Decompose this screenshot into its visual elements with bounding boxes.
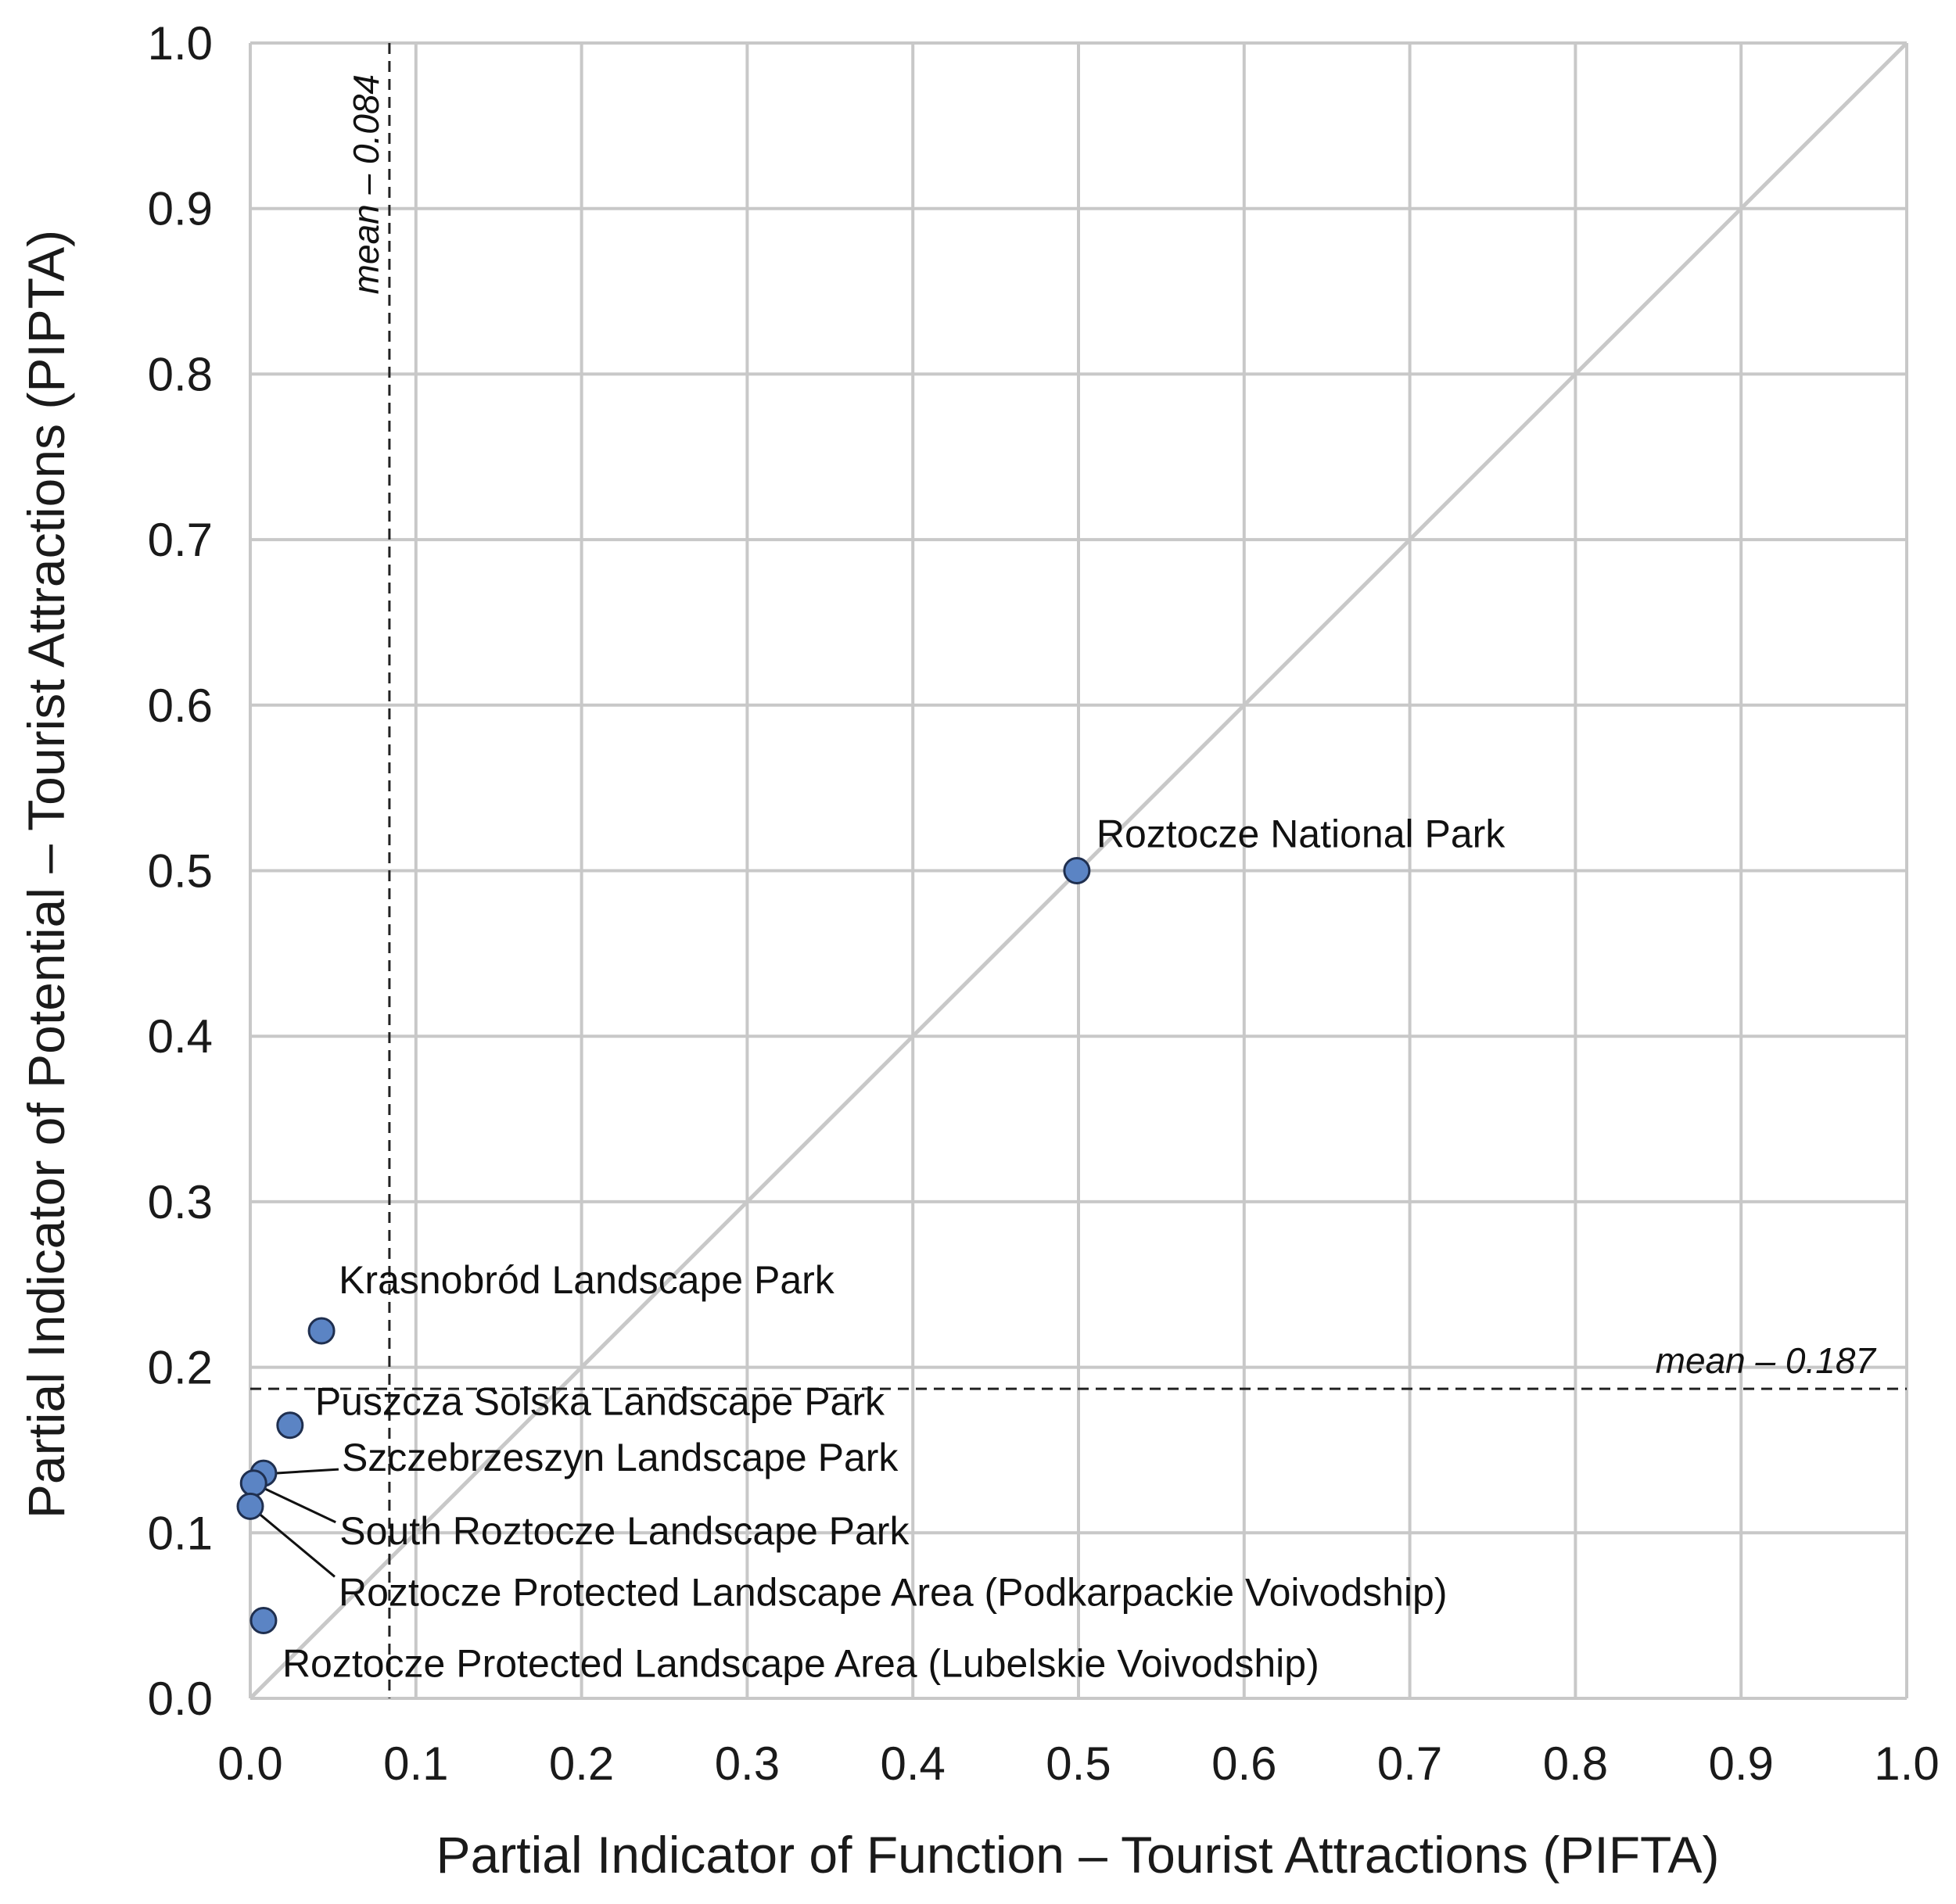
x-tick-label: 0.1 — [383, 1737, 448, 1790]
data-point — [276, 1411, 304, 1440]
leader-lines — [259, 1468, 339, 1578]
y-tick-label: 0.1 — [148, 1507, 213, 1559]
leader-line — [259, 1513, 336, 1578]
x-tick-label: 0.9 — [1708, 1737, 1773, 1790]
x-axis-title: Partial Indicator of Function – Tourist … — [436, 1826, 1720, 1884]
x-tick-label: 0.6 — [1211, 1737, 1276, 1790]
y-tick-label: 0.3 — [148, 1176, 213, 1228]
data-points — [236, 857, 1091, 1635]
y-tick-label: 0.5 — [148, 845, 213, 898]
y-tick-label: 0.0 — [148, 1673, 213, 1725]
x-tick-label: 0.8 — [1543, 1737, 1608, 1790]
point-label: Puszcza Solska Landscape Park — [315, 1380, 885, 1424]
point-labels: Roztocze National Park Krasnobród Landsca… — [282, 812, 1506, 1686]
x-tick-label: 0.3 — [715, 1737, 780, 1790]
point-label: Krasnobród Landscape Park — [339, 1258, 835, 1302]
data-point — [307, 1317, 336, 1345]
y-tick-label: 1.0 — [148, 17, 213, 70]
x-tick-label: 0.0 — [217, 1737, 282, 1790]
y-tick-label: 0.6 — [148, 679, 213, 732]
y-tick-label: 0.7 — [148, 514, 213, 566]
mean-lines: mean – 0.084 mean – 0.187 — [250, 43, 1907, 1698]
point-label: Roztocze Protected Landscape Area (Podka… — [339, 1570, 1448, 1614]
y-tick-labels: 0.0 0.1 0.2 0.3 0.4 0.5 0.6 0.7 0.8 0.9 1.0 — [148, 17, 213, 1725]
y-axis-title: Partial Indicator of Potential – Tourist… — [17, 230, 75, 1519]
y-tick-label: 0.8 — [148, 348, 213, 400]
point-label: Roztocze National Park — [1096, 812, 1506, 856]
y-tick-label: 0.2 — [148, 1342, 213, 1394]
x-tick-label: 0.2 — [549, 1737, 614, 1790]
y-tick-label: 0.9 — [148, 183, 213, 235]
point-label: Szczebrzeszyn Landscape Park — [342, 1436, 899, 1479]
mean-label-x: mean – 0.084 — [346, 74, 386, 294]
leader-line — [275, 1468, 339, 1475]
data-point — [239, 1469, 267, 1497]
data-point — [249, 1607, 278, 1635]
x-tick-labels: 0.0 0.1 0.2 0.3 0.4 0.5 0.6 0.7 0.8 0.9 1.0 — [217, 1737, 1939, 1790]
data-point — [236, 1492, 264, 1520]
x-tick-label: 0.7 — [1377, 1737, 1442, 1790]
data-point — [1063, 857, 1091, 884]
mean-label-y: mean – 0.187 — [1656, 1340, 1877, 1381]
y-tick-label: 0.4 — [148, 1010, 213, 1063]
x-tick-label: 1.0 — [1874, 1737, 1939, 1790]
leader-line — [262, 1486, 336, 1524]
grid — [249, 41, 1908, 1700]
x-tick-label: 0.4 — [880, 1737, 945, 1790]
point-label: South Roztocze Landscape Park — [339, 1509, 910, 1553]
x-tick-label: 0.5 — [1046, 1737, 1111, 1790]
point-label: Roztocze Protected Landscape Area (Lubel… — [282, 1642, 1319, 1686]
